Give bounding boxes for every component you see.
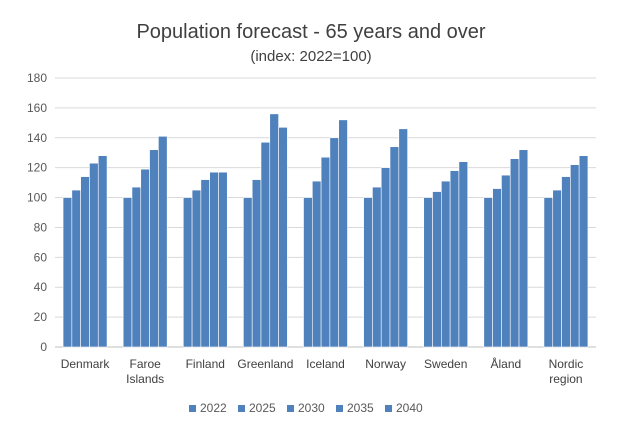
y-tick-label: 40 (34, 280, 48, 294)
x-category-label: Åland (490, 356, 521, 371)
bar (483, 197, 493, 348)
legend-swatch (238, 405, 245, 412)
y-axis-ticks: 0 20 40 60 80 100 120 140 160 180 (27, 71, 47, 354)
x-category-label: Finland (186, 357, 225, 371)
bar (149, 149, 159, 348)
bar (80, 176, 90, 348)
bar (278, 127, 288, 348)
bar (389, 146, 400, 348)
y-tick-label: 140 (27, 131, 47, 145)
y-tick-label: 120 (27, 161, 47, 175)
bar (218, 171, 228, 348)
legend-swatch (287, 405, 294, 412)
bar (200, 179, 210, 348)
y-tick-label: 160 (27, 101, 47, 115)
legend-swatch (189, 405, 196, 412)
bar (363, 197, 373, 348)
bar (449, 170, 460, 348)
x-category-label: Denmark (61, 357, 111, 371)
bar (182, 197, 193, 348)
chart-title: Population forecast - 65 years and over (136, 21, 485, 43)
bar (372, 186, 382, 348)
bar (131, 186, 142, 348)
y-tick-label: 100 (27, 191, 47, 205)
bar (458, 161, 469, 348)
bar (329, 137, 339, 348)
bar (561, 176, 571, 348)
legend-swatch (336, 405, 343, 412)
bar (158, 135, 168, 348)
bar (122, 197, 133, 348)
legend-label: 2022 (200, 401, 227, 415)
bar (191, 189, 202, 348)
bar (311, 180, 322, 348)
x-category-label: region (549, 372, 582, 386)
bar (578, 155, 589, 348)
y-tick-label: 0 (40, 340, 47, 354)
legend-label: 2035 (347, 401, 374, 415)
bar (338, 119, 348, 348)
bar (380, 167, 391, 348)
bar (89, 162, 99, 348)
bar (97, 155, 108, 348)
legend: 2022 2025 2030 2035 2040 (189, 401, 423, 415)
bar (260, 141, 271, 348)
x-category-label: Faroe (129, 357, 161, 371)
bar (303, 197, 313, 348)
bar (320, 156, 331, 348)
bar (570, 164, 580, 348)
bar (501, 174, 511, 348)
legend-label: 2030 (298, 401, 325, 415)
legend-swatch (385, 405, 392, 412)
bar (243, 197, 253, 348)
x-category-label: Norway (365, 357, 406, 371)
x-category-label: Iceland (306, 357, 345, 371)
bar (543, 197, 554, 348)
chart-subtitle: (index: 2022=100) (250, 48, 371, 65)
x-category-label: Nordic (549, 357, 584, 371)
bar (518, 149, 529, 348)
bar (62, 197, 73, 348)
legend-label: 2040 (396, 401, 423, 415)
bar (209, 171, 219, 348)
bar (509, 158, 520, 348)
bar (423, 197, 433, 348)
y-tick-label: 80 (34, 220, 48, 234)
bar (71, 189, 81, 348)
y-tick-label: 20 (34, 310, 48, 324)
x-category-label: Sweden (424, 357, 467, 371)
y-tick-label: 60 (34, 250, 48, 264)
y-tick-label: 180 (27, 71, 47, 85)
bar (552, 189, 562, 348)
bar (398, 128, 408, 348)
bar (441, 180, 451, 348)
bar (492, 188, 502, 348)
legend-label: 2025 (249, 401, 276, 415)
bar (432, 191, 442, 348)
bar (269, 113, 279, 348)
bar (140, 168, 150, 348)
x-category-label: Greenland (237, 357, 293, 371)
bars (62, 113, 589, 348)
bar (251, 179, 262, 348)
x-category-label: Islands (126, 372, 164, 386)
